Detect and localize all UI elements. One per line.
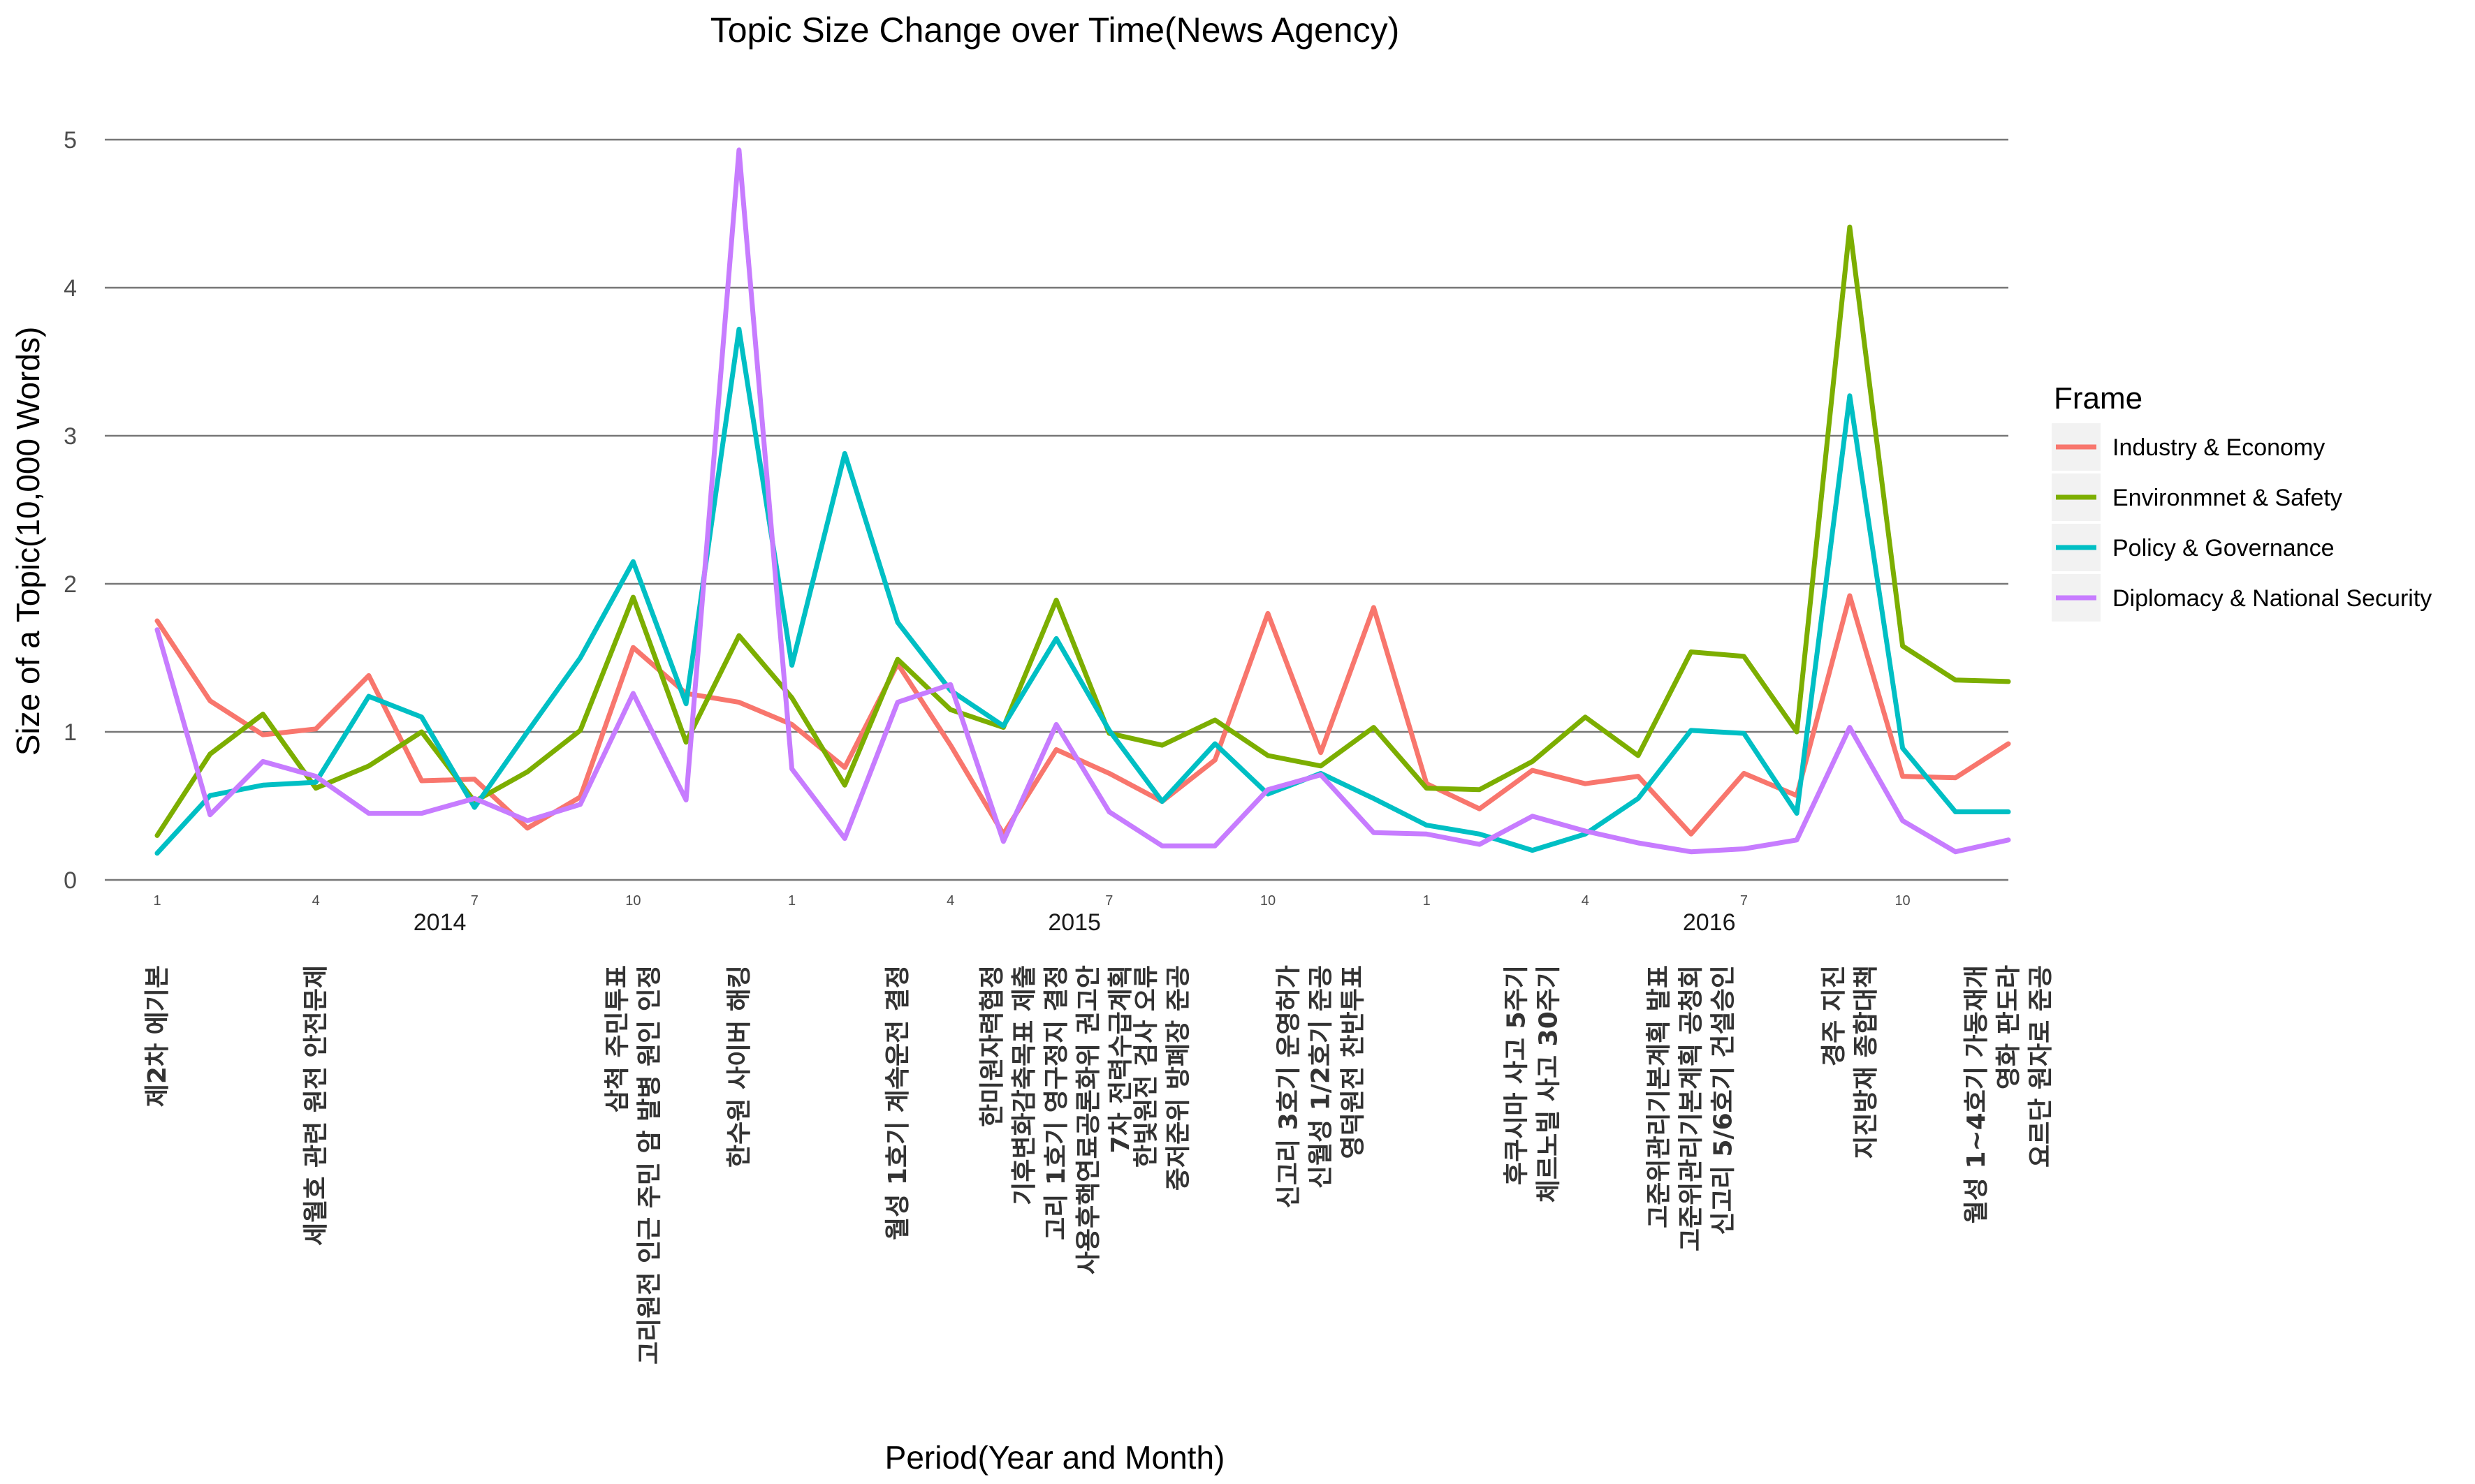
event-annotation: 삼척 주민투표: [603, 965, 631, 1112]
event-annotation: 영덕원전 찬반투표: [1339, 965, 1368, 1159]
event-annotation: 7차 전력수급계획: [1107, 965, 1135, 1153]
x-tick-label: 7: [471, 893, 479, 909]
event-annotation: 제2차 에기본: [143, 965, 172, 1107]
event-annotation: 영화 판도라: [1994, 965, 2023, 1089]
x-tick-label: 1: [1423, 893, 1431, 909]
x-axis-ticks: 1 4 7 10 1 4 7 10 1 4 7 10: [153, 893, 1910, 909]
legend-title: Frame: [2054, 381, 2142, 416]
event-annotation: 기후변화감축목표 제출: [1010, 965, 1039, 1205]
event-annotation: 세월호 관련 원전 안전문제: [302, 965, 330, 1246]
event-annotation: 체르노빌 사고 30주기: [1535, 965, 1563, 1203]
event-annotation: 월성 1호기 계속운전 결정: [884, 965, 912, 1240]
legend-item-label: Environmnet & Safety: [2112, 485, 2342, 511]
y-tick-label: 2: [64, 571, 77, 598]
x-tick-label: 4: [1582, 893, 1589, 909]
legend: Frame Industry & Economy Environmnet & Sa…: [2052, 381, 2432, 622]
event-annotation: 한빛원전 검사 오류: [1132, 965, 1161, 1168]
event-annotation: 한수원 사이버 해킹: [725, 965, 754, 1168]
event-annotation: 신고리 3호기 운영허가: [1275, 965, 1304, 1208]
event-annotation: 월성 1~4호기 가동재개: [1962, 965, 1991, 1224]
gridlines: [105, 138, 2008, 881]
event-annotation: 신월성 1/2호기 준공: [1307, 965, 1336, 1189]
series-line-diplomacy-national-security: [154, 147, 2011, 855]
event-annotation: 고준위관리기본계획 공청회: [1677, 965, 1706, 1251]
series-lines: [154, 147, 2011, 856]
event-annotation: 신고리 5/6호기 건설승인: [1709, 965, 1738, 1235]
event-annotation: 고리 1호기 영구정지 결정: [1042, 965, 1071, 1240]
y-tick-label: 3: [64, 423, 77, 450]
y-axis-title: Size of a Topic(10,000 Words): [10, 327, 46, 756]
series-line-policy-governance: [154, 326, 2011, 856]
y-tick-label: 5: [64, 127, 77, 154]
x-tick-label: 10: [1894, 893, 1910, 909]
event-annotation: 경주 지진: [1820, 965, 1848, 1066]
x-tick-label: 7: [1105, 893, 1113, 909]
event-annotation: 고준위관리기본계획 발표: [1645, 965, 1674, 1228]
x-tick-label: 4: [312, 893, 320, 909]
year-label: 2015: [1048, 909, 1101, 936]
legend-item-label: Policy & Governance: [2112, 535, 2335, 561]
chart-title: Topic Size Change over Time(News Agency): [710, 10, 1400, 50]
event-annotation: 중저준위 방폐장 준공: [1165, 965, 1193, 1191]
x-tick-label: 10: [1260, 893, 1276, 909]
year-labels: 2014 2015 2016: [414, 909, 1736, 936]
x-tick-label: 10: [625, 893, 641, 909]
year-label: 2014: [414, 909, 467, 936]
y-tick-label: 4: [64, 275, 77, 302]
event-annotation: 고리원전 인근 주민 암 발병 원인 인정: [635, 965, 664, 1365]
series-line-industry-economy: [154, 593, 2011, 837]
x-tick-label: 4: [947, 893, 954, 909]
event-annotation: 요르단 원자로 준공: [2027, 965, 2055, 1168]
x-axis-title: Period(Year and Month): [885, 1439, 1225, 1476]
legend-item-label: Industry & Economy: [2112, 434, 2325, 461]
x-tick-label: 1: [153, 893, 161, 909]
x-tick-label: 1: [788, 893, 796, 909]
x-tick-label: 7: [1740, 893, 1748, 909]
event-annotations: 제2차 에기본 세월호 관련 원전 안전문제 삼척 주민투표 고리원전 인근 주민 암…: [143, 965, 2055, 1365]
y-tick-label: 0: [64, 867, 77, 894]
event-annotation: 지진방재 종합대책: [1852, 965, 1881, 1159]
y-axis-ticks: 0 1 2 3 4 5: [64, 127, 77, 894]
year-label: 2016: [1683, 909, 1736, 936]
y-tick-label: 1: [64, 719, 77, 746]
event-annotation: 사용후핵연료공론화위 권고안: [1074, 965, 1103, 1274]
legend-item-label: Diplomacy & National Security: [2112, 585, 2432, 612]
event-annotation: 한미원자력협정: [978, 965, 1007, 1127]
event-annotation: 후쿠시마 사고 5주기: [1503, 965, 1531, 1185]
